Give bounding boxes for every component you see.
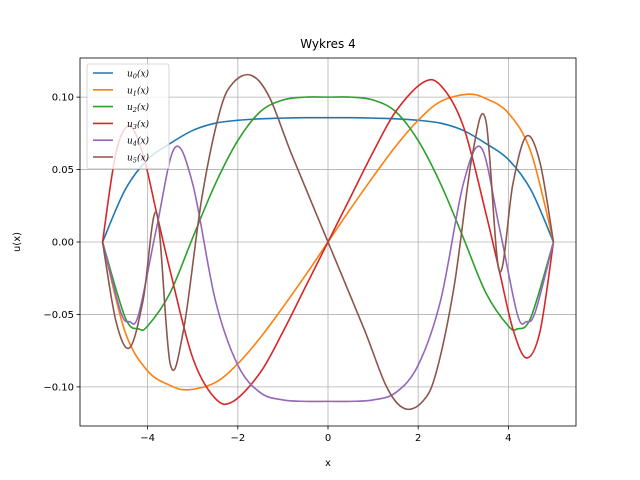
series-line-4 bbox=[101, 145, 555, 403]
grid bbox=[80, 58, 576, 426]
y-axis-label: u(x) bbox=[12, 232, 23, 252]
y-tick-label: 0.05 bbox=[52, 165, 74, 176]
chart-title: Wykres 4 bbox=[300, 37, 355, 51]
x-tick-label: 2 bbox=[415, 433, 421, 444]
y-tick-label: 0.00 bbox=[52, 238, 74, 249]
legend-label-4: u4(x) bbox=[127, 136, 150, 148]
series-group bbox=[101, 73, 555, 411]
y-tick-label: −0.10 bbox=[43, 382, 74, 393]
legend-label-1: u1(x) bbox=[127, 85, 150, 97]
legend-label-3: u3(x) bbox=[127, 119, 150, 131]
x-tick-label: −4 bbox=[140, 433, 155, 444]
series-line-5 bbox=[101, 73, 555, 411]
legend-label-2: u2(x) bbox=[127, 102, 150, 114]
y-tick-label: 0.10 bbox=[52, 93, 74, 104]
x-axis-label: x bbox=[325, 458, 331, 469]
x-tick-label: 0 bbox=[325, 433, 331, 444]
legend-label-0: u0(x) bbox=[127, 69, 150, 81]
ticks: −4 −2 0 2 4 −0.10 −0.05 0.00 0.05 0.10 bbox=[43, 93, 511, 444]
y-tick-label: −0.05 bbox=[43, 310, 74, 321]
plot-frame bbox=[79, 57, 577, 427]
x-tick-label: 4 bbox=[505, 433, 511, 444]
legend-label-5: u5(x) bbox=[127, 153, 150, 165]
series-line-2 bbox=[101, 96, 555, 332]
x-tick-label: −2 bbox=[230, 433, 245, 444]
legend: u0(x) u1(x) u2(x) u3(x) u4(x) u5(x) bbox=[86, 63, 170, 170]
series-line-0 bbox=[101, 116, 555, 243]
